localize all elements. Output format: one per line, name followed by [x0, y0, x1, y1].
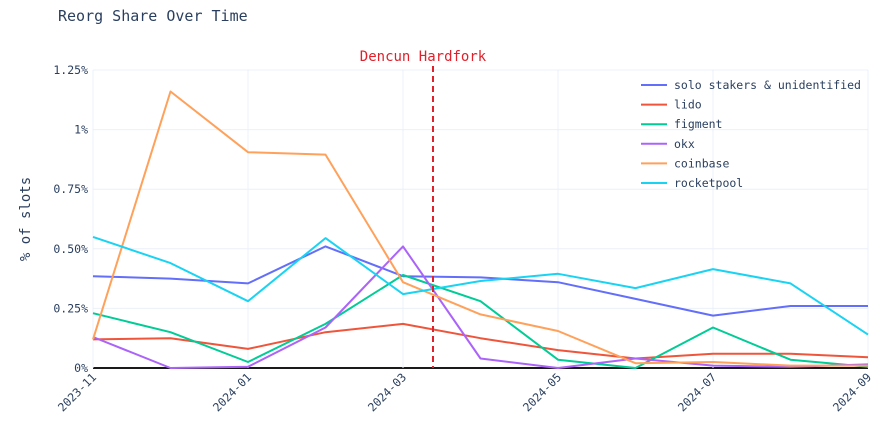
series-line-rocketpool: [92, 235, 869, 336]
y-tick-label: 1%: [74, 123, 88, 137]
series-line-coinbase: [92, 90, 868, 367]
y-axis-label: % of slots: [18, 177, 34, 261]
dencun-hardfork-label: Dencun Hardfork: [360, 49, 487, 65]
legend-item-label[interactable]: lido: [674, 98, 702, 112]
x-tick-label: 2023-11: [55, 370, 99, 414]
series-line-lido: [92, 322, 869, 360]
legend-item-label[interactable]: coinbase: [674, 156, 729, 170]
chart-title: Reorg Share Over Time: [58, 7, 248, 25]
y-tick-label: 0.25%: [53, 301, 88, 315]
y-tick-label: 0.75%: [53, 182, 88, 196]
legend-item-label[interactable]: okx: [674, 137, 695, 151]
legend-item-label[interactable]: rocketpool: [674, 176, 743, 190]
series-line-figment: [92, 274, 869, 369]
legend[interactable]: solo stakers & unidentified lido figment ok…: [641, 78, 861, 190]
legend-item-label[interactable]: figment: [674, 117, 722, 131]
legend-item-label[interactable]: solo stakers & unidentified: [674, 78, 861, 92]
x-tick-label: 2024-09: [830, 370, 874, 414]
y-tick-label: 0.50%: [53, 242, 88, 256]
x-tick-label: 2024-03: [365, 370, 409, 414]
x-tick-label: 2024-01: [210, 370, 254, 414]
series-lines: [92, 90, 869, 369]
series-line-solo-stakers-unidentified: [92, 245, 868, 317]
series-line-okx: [92, 245, 869, 369]
y-tick-label: 0%: [74, 361, 88, 375]
x-tick-labels: 2023-11 2024-01 2024-03 2024-05 2024-07 2024-…: [55, 370, 874, 414]
y-tick-labels: 0% 0.25% 0.50% 0.75% 1% 1.25%: [53, 63, 88, 375]
x-tick-label: 2024-07: [675, 370, 719, 414]
y-tick-label: 1.25%: [53, 63, 88, 77]
annotation-group: Dencun Hardfork: [360, 49, 487, 368]
x-tick-label: 2024-05: [520, 370, 564, 414]
grid-lines: [92, 69, 869, 369]
